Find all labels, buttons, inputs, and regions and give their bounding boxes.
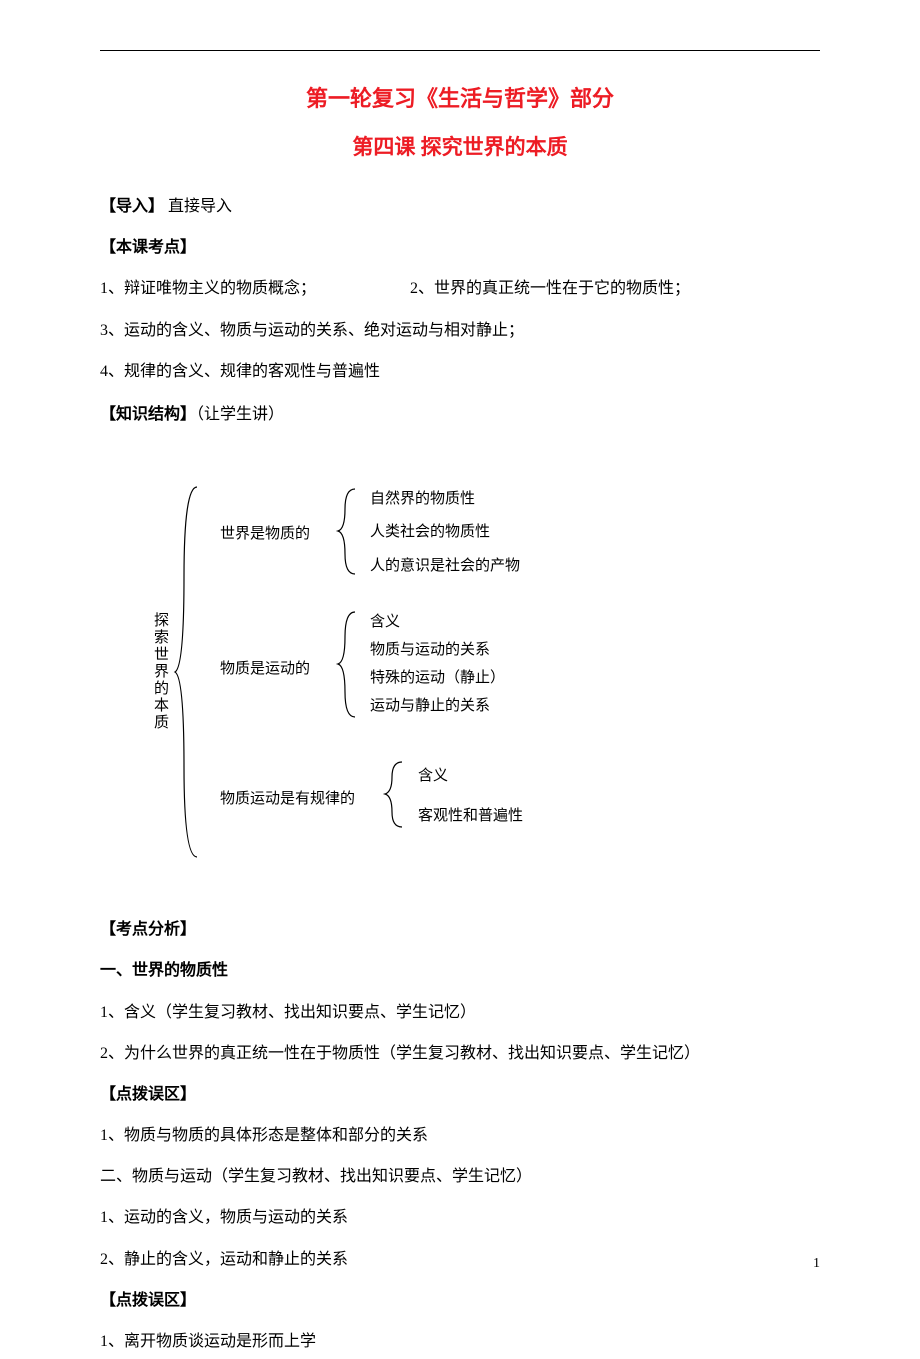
analysis-label: 【考点分析】 <box>100 912 820 947</box>
exam-points-label: 【本课考点】 <box>100 230 820 265</box>
exam-row-1: 1、辩证唯物主义的物质概念； 2、世界的真正统一性在于它的物质性； <box>100 271 820 306</box>
section1-item1: 1、含义（学生复习教材、找出知识要点、学生记忆） <box>100 995 820 1030</box>
exam-item-4: 4、规律的含义、规律的客观性与普遍性 <box>100 354 820 389</box>
error2-label: 【点拨误区】 <box>100 1283 820 1318</box>
structure-label: 【知识结构】 <box>100 406 196 423</box>
main-title: 第一轮复习《生活与哲学》部分 <box>100 81 820 113</box>
branch2-label: 物质是运动的 <box>220 657 310 678</box>
branch3-leaf2: 客观性和普遍性 <box>418 804 523 825</box>
intro-text: 直接导入 <box>164 198 232 215</box>
diagram-root: 探索世界的本质 <box>150 612 171 731</box>
main-brace-icon <box>172 482 202 862</box>
branch2-brace-icon <box>335 607 360 722</box>
top-border <box>100 50 820 51</box>
exam-item-2: 2、世界的真正统一性在于它的物质性； <box>410 271 690 306</box>
section2-item1: 1、运动的含义，物质与运动的关系 <box>100 1200 820 1235</box>
structure-line: 【知识结构】（让学生讲） <box>100 397 820 432</box>
branch3-brace-icon <box>382 757 407 832</box>
branch2-leaf4: 运动与静止的关系 <box>370 694 490 715</box>
branch1-leaf2: 人类社会的物质性 <box>370 520 490 541</box>
branch2-leaf1: 含义 <box>370 610 400 631</box>
branch1-leaf1: 自然界的物质性 <box>370 487 475 508</box>
error1-item1: 1、物质与物质的具体形态是整体和部分的关系 <box>100 1118 820 1153</box>
section2-item2: 2、静止的含义，运动和静止的关系 <box>100 1242 820 1277</box>
intro-label: 【导入】 <box>100 198 164 215</box>
branch2-leaf3: 特殊的运动（静止） <box>370 666 505 687</box>
structure-note: （让学生讲） <box>196 406 284 423</box>
branch1-brace-icon <box>335 484 360 579</box>
branch1-label: 世界是物质的 <box>220 522 310 543</box>
branch3-leaf1: 含义 <box>418 764 448 785</box>
page-number: 1 <box>813 1256 820 1272</box>
exam-item-3: 3、运动的含义、物质与运动的关系、绝对运动与相对静止； <box>100 313 820 348</box>
sub-title: 第四课 探究世界的本质 <box>100 131 820 161</box>
branch2-leaf2: 物质与运动的关系 <box>370 638 490 659</box>
section1-item2: 2、为什么世界的真正统一性在于物质性（学生复习教材、找出知识要点、学生记忆） <box>100 1036 820 1071</box>
error2-item1: 1、离开物质谈运动是形而上学 <box>100 1324 820 1359</box>
exam-item-1: 1、辩证唯物主义的物质概念； <box>100 271 410 306</box>
branch3-label: 物质运动是有规律的 <box>220 787 355 808</box>
knowledge-diagram: 探索世界的本质 世界是物质的 自然界的物质性 人类社会的物质性 人的意识是社会的… <box>150 462 670 882</box>
section2-title: 二、物质与运动（学生复习教材、找出知识要点、学生记忆） <box>100 1159 820 1194</box>
branch1-leaf3: 人的意识是社会的产物 <box>370 554 520 575</box>
section1-title: 一、世界的物质性 <box>100 953 820 988</box>
error1-label: 【点拨误区】 <box>100 1077 820 1112</box>
intro-line: 【导入】 直接导入 <box>100 189 820 224</box>
